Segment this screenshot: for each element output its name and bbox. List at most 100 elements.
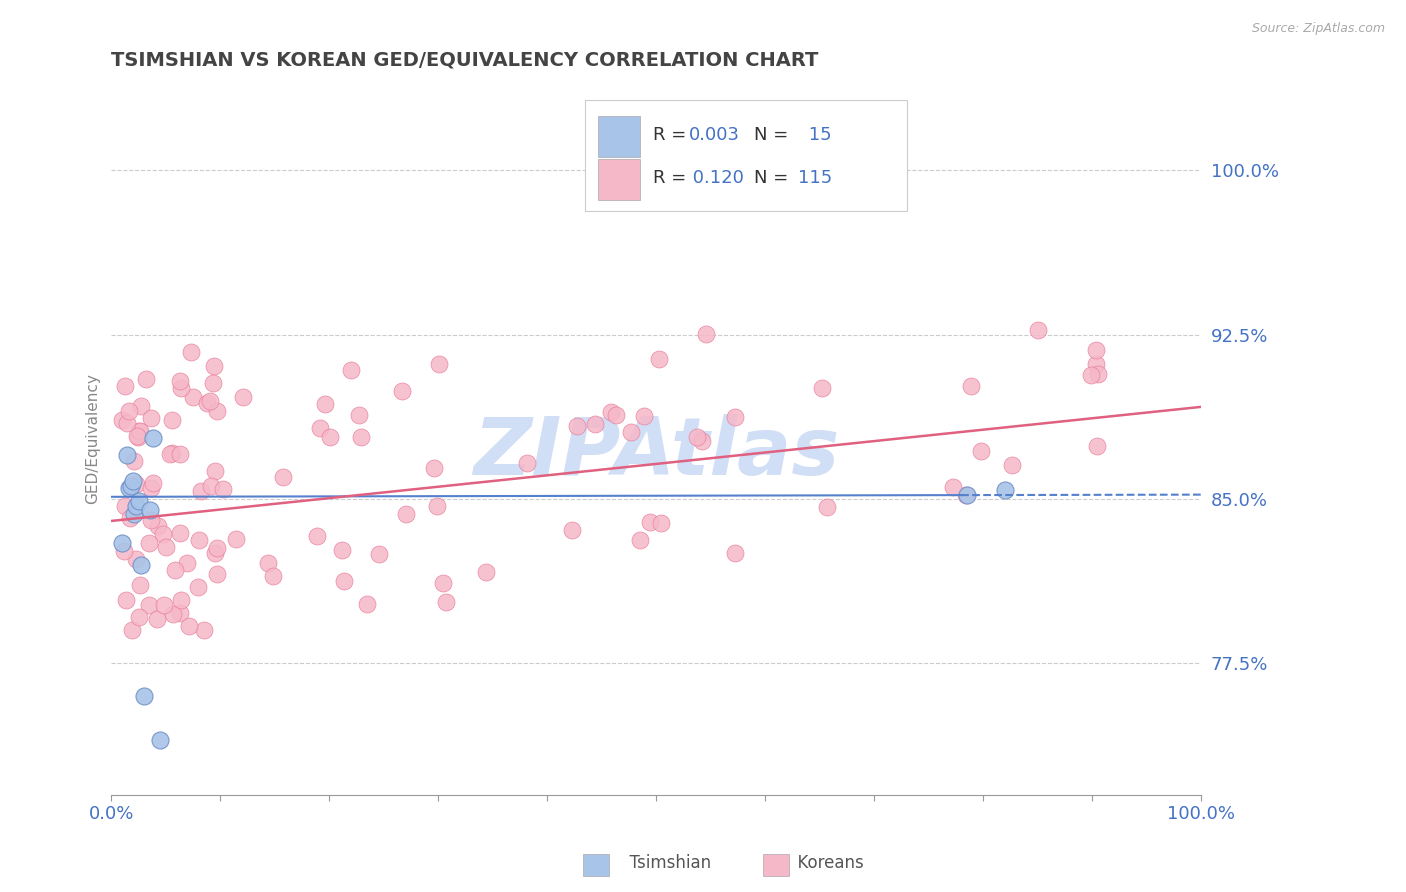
Point bbox=[308, 421, 330, 435]
Point bbox=[333, 574, 356, 588]
Y-axis label: GED/Equivalency: GED/Equivalency bbox=[86, 373, 100, 504]
Point bbox=[163, 563, 186, 577]
Point bbox=[432, 576, 454, 591]
Point bbox=[561, 523, 583, 537]
Point bbox=[960, 378, 983, 392]
Point bbox=[204, 546, 226, 560]
Point bbox=[142, 431, 165, 445]
Point bbox=[1084, 357, 1107, 371]
Point bbox=[155, 540, 177, 554]
Point bbox=[202, 359, 225, 373]
Point bbox=[347, 408, 370, 422]
Text: 0.120: 0.120 bbox=[686, 169, 744, 186]
Point bbox=[1028, 323, 1050, 337]
Point bbox=[170, 593, 193, 607]
Text: 0.003: 0.003 bbox=[689, 126, 740, 145]
Point bbox=[111, 536, 134, 550]
Point bbox=[650, 516, 672, 530]
Text: R =: R = bbox=[652, 126, 692, 145]
Point bbox=[120, 479, 142, 493]
Point bbox=[138, 536, 160, 550]
Point bbox=[122, 454, 145, 468]
Point bbox=[1087, 367, 1109, 381]
Point bbox=[307, 528, 329, 542]
Point bbox=[115, 592, 138, 607]
Point bbox=[118, 481, 141, 495]
Point bbox=[620, 425, 643, 439]
Point bbox=[193, 624, 215, 638]
Point bbox=[170, 381, 193, 395]
Point bbox=[638, 515, 661, 529]
Point bbox=[112, 543, 135, 558]
Point bbox=[153, 599, 176, 613]
Point bbox=[129, 558, 152, 572]
Point bbox=[141, 513, 163, 527]
Point bbox=[994, 483, 1017, 498]
Point bbox=[815, 500, 838, 514]
Point bbox=[811, 380, 834, 394]
Point bbox=[340, 363, 363, 377]
Point bbox=[257, 556, 280, 570]
Point bbox=[124, 508, 146, 522]
Point bbox=[195, 396, 218, 410]
Point bbox=[633, 409, 655, 423]
Point bbox=[169, 447, 191, 461]
Point bbox=[583, 417, 606, 432]
Point bbox=[115, 448, 138, 462]
Point bbox=[129, 424, 152, 438]
Point bbox=[516, 456, 538, 470]
Point bbox=[475, 566, 498, 580]
Point bbox=[162, 607, 184, 621]
Text: Koreans: Koreans bbox=[787, 855, 865, 872]
Point bbox=[330, 542, 353, 557]
Point bbox=[149, 733, 172, 747]
Point bbox=[198, 393, 221, 408]
Point bbox=[1080, 368, 1102, 383]
Point bbox=[176, 556, 198, 570]
Point bbox=[187, 580, 209, 594]
Point bbox=[125, 552, 148, 566]
Text: N =: N = bbox=[754, 126, 794, 145]
Point bbox=[131, 399, 153, 413]
Point bbox=[319, 430, 342, 444]
Point bbox=[139, 410, 162, 425]
Point bbox=[628, 533, 651, 548]
Point bbox=[955, 488, 977, 502]
Point bbox=[955, 488, 977, 502]
Point bbox=[207, 541, 229, 555]
Point bbox=[121, 624, 143, 638]
Point bbox=[314, 397, 336, 411]
Point bbox=[115, 416, 138, 430]
Point bbox=[690, 434, 713, 449]
FancyBboxPatch shape bbox=[599, 159, 640, 200]
Point bbox=[356, 597, 378, 611]
Text: Tsimshian: Tsimshian bbox=[619, 855, 711, 872]
Point bbox=[138, 503, 160, 517]
Point bbox=[114, 499, 136, 513]
Point bbox=[146, 612, 169, 626]
Point bbox=[350, 430, 373, 444]
Point bbox=[114, 378, 136, 392]
Point bbox=[1085, 439, 1108, 453]
Point bbox=[169, 606, 191, 620]
Point bbox=[724, 410, 747, 425]
Point bbox=[970, 444, 993, 458]
Point bbox=[212, 482, 235, 496]
Point bbox=[127, 428, 149, 442]
Point bbox=[367, 547, 389, 561]
Point bbox=[128, 578, 150, 592]
Text: ZIPAtlas: ZIPAtlas bbox=[472, 414, 839, 492]
Point bbox=[426, 499, 449, 513]
Point bbox=[391, 384, 413, 399]
Point bbox=[605, 408, 627, 422]
Point bbox=[422, 461, 444, 475]
Point bbox=[142, 476, 165, 491]
Point bbox=[695, 326, 717, 341]
Point bbox=[1001, 458, 1024, 473]
Point bbox=[686, 430, 709, 444]
Point bbox=[125, 499, 148, 513]
Point bbox=[205, 403, 228, 417]
Point bbox=[128, 494, 150, 508]
Point bbox=[139, 482, 162, 496]
Point bbox=[1084, 343, 1107, 358]
